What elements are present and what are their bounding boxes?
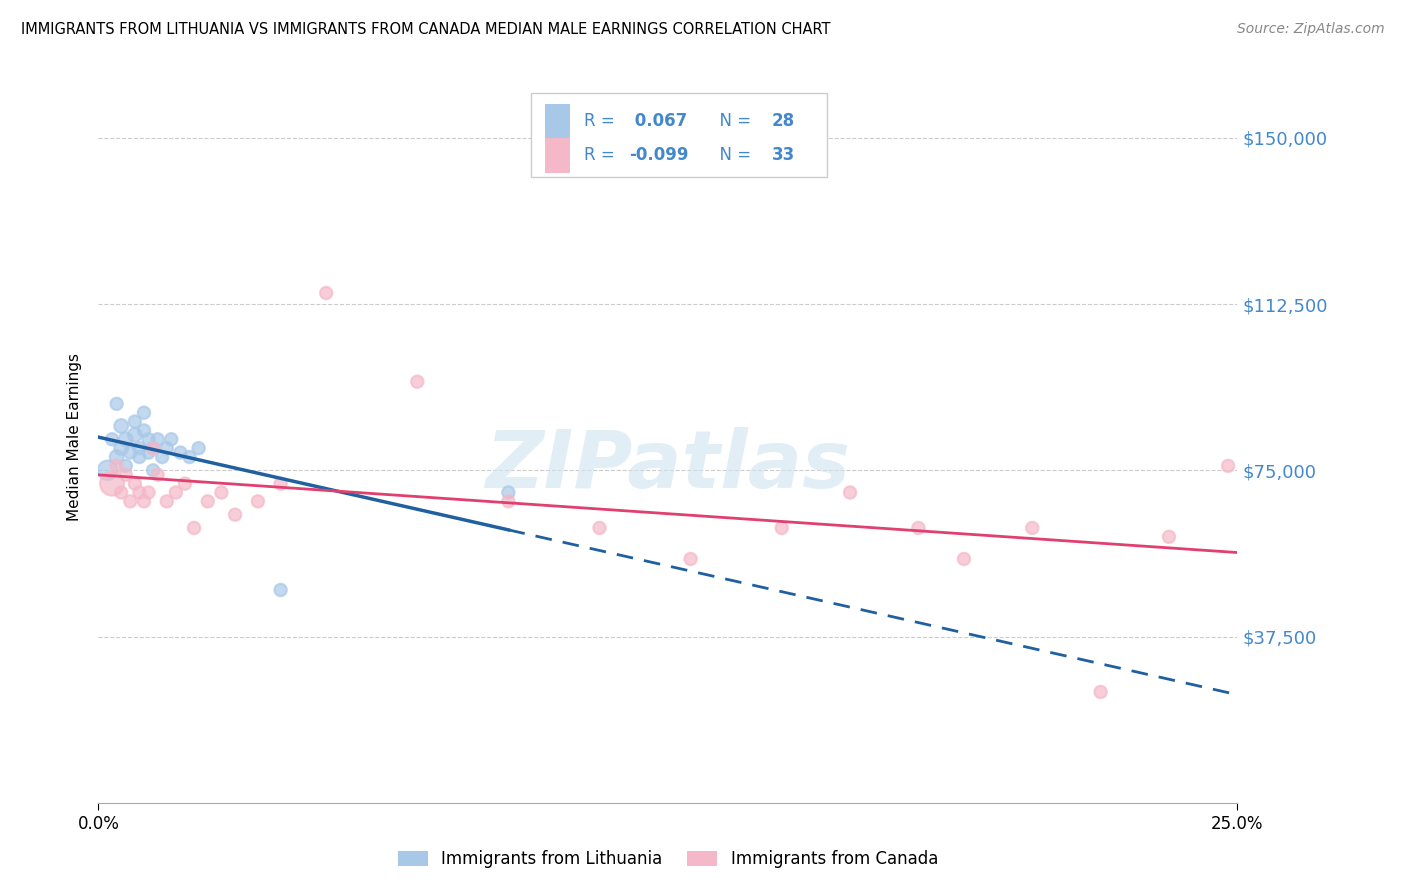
Point	[124, 415, 146, 429]
Point	[142, 441, 165, 455]
Point	[105, 450, 128, 464]
Point	[132, 494, 155, 508]
Point	[270, 582, 292, 597]
Text: Source: ZipAtlas.com: Source: ZipAtlas.com	[1237, 22, 1385, 37]
FancyBboxPatch shape	[546, 103, 569, 138]
Point	[128, 441, 150, 455]
Point	[498, 494, 520, 508]
Point	[101, 432, 124, 446]
Point	[169, 445, 191, 459]
Point	[679, 552, 702, 566]
Point	[179, 450, 201, 464]
Text: 0.067: 0.067	[628, 112, 688, 130]
Point	[187, 441, 209, 455]
Point	[142, 441, 165, 455]
Point	[1021, 521, 1043, 535]
Text: 28: 28	[772, 112, 794, 130]
FancyBboxPatch shape	[531, 94, 827, 178]
Point	[120, 494, 142, 508]
Point	[1218, 458, 1240, 473]
Point	[588, 521, 610, 535]
Point	[138, 445, 160, 459]
Point	[132, 424, 155, 438]
Point	[406, 375, 429, 389]
Point	[114, 458, 136, 473]
Point	[124, 428, 146, 442]
Point	[96, 463, 118, 477]
Point	[839, 485, 862, 500]
Point	[770, 521, 793, 535]
Y-axis label: Median Male Earnings: Median Male Earnings	[67, 353, 83, 521]
Point	[150, 450, 173, 464]
Point	[209, 485, 232, 500]
Point	[174, 476, 197, 491]
Point	[105, 397, 128, 411]
Legend: Immigrants from Lithuania, Immigrants from Canada: Immigrants from Lithuania, Immigrants fr…	[391, 844, 945, 875]
Point	[1090, 685, 1112, 699]
Text: N =: N =	[709, 146, 756, 164]
Text: IMMIGRANTS FROM LITHUANIA VS IMMIGRANTS FROM CANADA MEDIAN MALE EARNINGS CORRELA: IMMIGRANTS FROM LITHUANIA VS IMMIGRANTS …	[21, 22, 831, 37]
Text: R =: R =	[583, 146, 620, 164]
Point	[498, 485, 520, 500]
Point	[110, 419, 132, 434]
Point	[110, 485, 132, 500]
Point	[138, 432, 160, 446]
Point	[246, 494, 269, 508]
Point	[101, 476, 124, 491]
Point	[124, 476, 146, 491]
Point	[114, 467, 136, 482]
Point	[146, 467, 169, 482]
Point	[224, 508, 246, 522]
Point	[953, 552, 976, 566]
Point	[160, 432, 183, 446]
Point	[138, 485, 160, 500]
Text: 33: 33	[772, 146, 794, 164]
Point	[907, 521, 929, 535]
Point	[142, 463, 165, 477]
Text: ZIPatlas: ZIPatlas	[485, 427, 851, 506]
Point	[105, 458, 128, 473]
Text: R =: R =	[583, 112, 620, 130]
Point	[128, 485, 150, 500]
Point	[156, 494, 179, 508]
Point	[128, 450, 150, 464]
Point	[114, 432, 136, 446]
Point	[197, 494, 219, 508]
Point	[1157, 530, 1180, 544]
Point	[165, 485, 187, 500]
Point	[315, 285, 337, 300]
Point	[183, 521, 205, 535]
Text: N =: N =	[709, 112, 756, 130]
FancyBboxPatch shape	[546, 138, 569, 173]
Text: -0.099: -0.099	[628, 146, 689, 164]
Point	[146, 432, 169, 446]
Point	[270, 476, 292, 491]
Point	[156, 441, 179, 455]
Point	[120, 445, 142, 459]
Point	[132, 406, 155, 420]
Point	[110, 441, 132, 455]
